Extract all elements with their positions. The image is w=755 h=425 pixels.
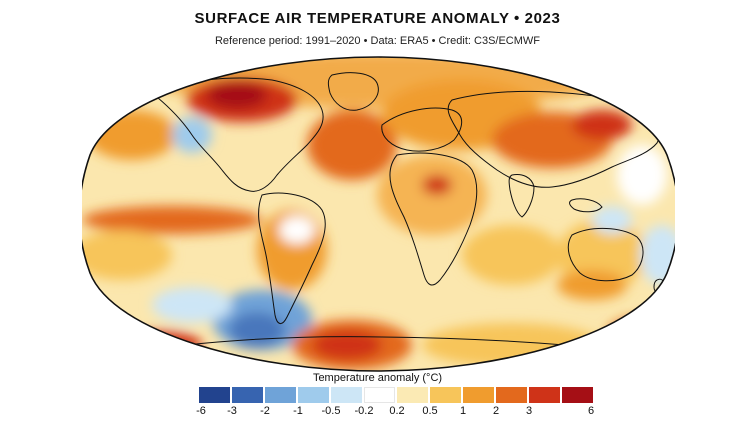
anomaly-blobs [82, 57, 675, 370]
legend-swatch [430, 387, 461, 403]
legend-swatch [364, 387, 395, 403]
legend-swatch [529, 387, 560, 403]
map-subtitle: Reference period: 1991–2020 • Data: ERA5… [214, 35, 541, 47]
legend-ticks: -6 -3 -2 -1 -0.5 -0.2 0.2 0.5 1 2 3 6 [0, 405, 755, 421]
legend-tick-label: -6 [196, 405, 206, 417]
legend-swatch [562, 387, 593, 403]
legend-swatch [397, 387, 428, 403]
legend-tick-label: 6 [587, 405, 595, 417]
legend-colorbar [199, 387, 593, 403]
map-title: SURFACE AIR TEMPERATURE ANOMALY • 2023 [194, 10, 561, 27]
legend-tick-label: -2 [260, 405, 270, 417]
world-map-svg [82, 56, 675, 372]
legend-tick-label: 2 [492, 405, 500, 417]
legend-tick-label: -1 [293, 405, 303, 417]
legend-tick-label: 0.5 [422, 405, 438, 417]
legend-tick-label: 1 [459, 405, 467, 417]
legend-tick-label: 0.2 [389, 405, 405, 417]
legend-swatch [298, 387, 329, 403]
anomaly-field [82, 57, 675, 371]
world-map [82, 55, 675, 373]
legend-swatch [199, 387, 230, 403]
legend-tick-label: 3 [525, 405, 533, 417]
legend-swatch [463, 387, 494, 403]
legend-swatch [331, 387, 362, 403]
legend-tick-label: -0.5 [321, 405, 341, 417]
legend-tick-label: -0.2 [354, 405, 374, 417]
legend-swatch [496, 387, 527, 403]
legend-title: Temperature anomaly (°C) [312, 372, 443, 384]
legend-swatch [232, 387, 263, 403]
legend-tick-label: -3 [227, 405, 237, 417]
legend-swatch [265, 387, 296, 403]
map-border [82, 56, 675, 372]
